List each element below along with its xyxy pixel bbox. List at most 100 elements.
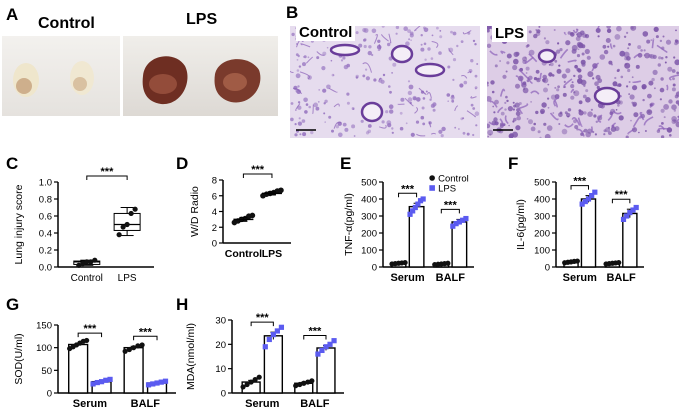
panel-a-letter: A [6, 5, 19, 24]
data-point [579, 201, 585, 207]
significance-bracket [242, 173, 273, 178]
data-point [301, 380, 307, 386]
data-point [624, 213, 630, 219]
data-point [331, 338, 337, 344]
data-point [415, 201, 421, 207]
airway-lumen [329, 43, 361, 57]
y-tick-label: 1.0 [39, 178, 52, 189]
significance-label: *** [401, 183, 415, 195]
y-tick-label: 0 [545, 263, 550, 274]
y-tick-label: 6 [212, 191, 217, 202]
significance-bracket [250, 321, 274, 327]
legend-label: Control [438, 174, 469, 185]
data-point [88, 259, 94, 265]
legend-marker-lps [429, 185, 435, 191]
data-point [574, 258, 580, 264]
y-tick-label: 400 [361, 195, 377, 206]
bar [68, 343, 89, 394]
significance-bracket [398, 192, 418, 198]
data-point [84, 259, 90, 265]
data-point [309, 378, 315, 384]
y-axis-title: W/D Radio [189, 186, 201, 237]
data-point [323, 344, 329, 350]
x-tick-label: BALF [606, 272, 636, 284]
significance-label: *** [615, 189, 629, 201]
chart-c: C 0.0 0.2 0.4 0.6 0.8 1.0 Lung injury score Cont… [6, 154, 154, 284]
data-point [627, 210, 633, 216]
significance-bracket [440, 208, 460, 214]
histology-control-label: Control [296, 24, 356, 41]
y-tick-label: 0.0 [39, 263, 52, 274]
data-point [252, 377, 258, 383]
data-point [107, 376, 113, 382]
x-tick-label: LPS [262, 248, 282, 260]
data-point [297, 381, 303, 388]
significance-bracket [570, 185, 589, 190]
significance-label: *** [573, 176, 587, 188]
y-axis-title: SOD(U/ml) [13, 333, 25, 384]
y-tick-label: 0.6 [39, 212, 52, 223]
y-tick-label: 200 [361, 229, 377, 240]
data-point [262, 344, 268, 350]
y-tick-label: 300 [534, 212, 550, 223]
photo-control-label: Control [38, 15, 95, 32]
lps-lung-photo [123, 36, 278, 116]
panel-letter: D [176, 154, 188, 173]
data-point [616, 259, 622, 266]
y-tick-label: 0.2 [39, 246, 52, 257]
data-point [327, 341, 333, 347]
y-tick-label: 0 [221, 389, 226, 400]
histology-lps-label: LPS [492, 25, 528, 42]
data-point [132, 206, 138, 212]
photo-lps-label: LPS [186, 11, 218, 28]
data-point [450, 223, 456, 229]
y-tick-label: 20 [215, 340, 226, 351]
data-point [278, 187, 284, 194]
data-point [126, 346, 132, 353]
data-point [270, 332, 276, 338]
data-point [585, 196, 592, 202]
data-point [98, 379, 105, 385]
x-tick-label: BALF [300, 398, 330, 410]
data-point [80, 261, 86, 267]
y-tick-label: 200 [534, 229, 550, 240]
y-tick-label: 100 [534, 246, 550, 257]
data-point [256, 374, 262, 380]
y-axis-title: MDA(nmol/ml) [185, 323, 197, 390]
significance-label: *** [139, 326, 153, 338]
x-tick-label: Control [71, 273, 103, 284]
y-axis-title: Lung injury score [13, 184, 25, 264]
chart-h: H 0 10 20 30 MDA(nmol/ml) Serum *** BALF *** [176, 295, 344, 410]
data-point [463, 215, 469, 222]
significance-label: *** [101, 166, 115, 178]
data-point [158, 379, 164, 385]
x-tick-label: Serum [390, 272, 424, 284]
y-axis-title: TNF-α(pg/ml) [343, 193, 355, 256]
data-point [315, 351, 321, 357]
data-point [249, 212, 256, 219]
x-tick-label: Control [225, 248, 262, 260]
significance-bracket [133, 335, 158, 341]
y-tick-label: 0.4 [39, 229, 52, 240]
airway-lumen [537, 48, 557, 64]
data-point [248, 379, 254, 385]
x-tick-label: Serum [245, 398, 279, 410]
data-point [162, 378, 169, 384]
data-point [124, 221, 130, 228]
y-tick-label: 0.8 [39, 195, 52, 206]
y-tick-label: 2 [212, 223, 217, 234]
panel-letter: E [340, 154, 351, 173]
significance-bracket [611, 198, 631, 204]
data-point [453, 221, 459, 227]
data-point [139, 342, 145, 348]
x-tick-label: Serum [73, 398, 107, 410]
data-point [278, 324, 285, 330]
significance-bracket [86, 175, 128, 180]
legend-marker-control [429, 175, 435, 181]
data-point [417, 198, 424, 204]
data-point [90, 381, 96, 387]
panel-b-letter: B [286, 3, 299, 22]
data-point [420, 196, 426, 202]
data-point [445, 260, 451, 266]
airway-lumen [360, 101, 384, 123]
